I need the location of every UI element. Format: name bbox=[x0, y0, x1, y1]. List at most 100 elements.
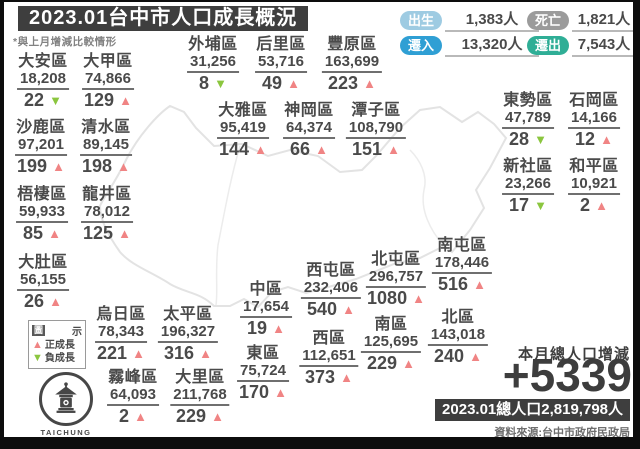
monthly-change-label: 本月總人口增減 bbox=[517, 346, 630, 363]
district-name: 大甲區 bbox=[83, 53, 133, 70]
logo-text: TAICHUNG bbox=[40, 428, 92, 437]
inner-boundary-east bbox=[409, 149, 445, 247]
district-card: 大肚區 56,155 26 ▲ bbox=[17, 254, 69, 312]
district-card: 龍井區 78,012 125 ▲ bbox=[81, 186, 133, 244]
district-change-row: 151 ▲ bbox=[346, 139, 406, 160]
district-change-row: 85 ▲ bbox=[16, 223, 68, 244]
district-change-row: 221 ▲ bbox=[95, 343, 147, 364]
change-triangle-icon: ▲ bbox=[117, 159, 130, 174]
district-population: 196,327 bbox=[157, 323, 219, 343]
district-card: 大里區 211,768 229 ▲ bbox=[170, 369, 230, 427]
change-triangle-icon: ▼ bbox=[534, 132, 547, 147]
move-out-badge: 遷出 bbox=[527, 36, 570, 55]
district-change-value: 151 bbox=[352, 139, 383, 159]
inner-boundary-west bbox=[215, 145, 241, 306]
district-card: 石岡區 14,166 12 ▲ bbox=[568, 92, 620, 150]
district-name: 外埔區 bbox=[188, 36, 238, 53]
district-card: 中區 17,654 19 ▲ bbox=[240, 281, 292, 339]
city-boundary-path bbox=[98, 104, 508, 309]
district-change-value: 144 bbox=[219, 139, 250, 159]
district-name: 神岡區 bbox=[284, 102, 334, 119]
district-name: 潭子區 bbox=[351, 102, 401, 119]
district-change-value: 229 bbox=[176, 406, 207, 426]
district-change-value: 199 bbox=[17, 156, 48, 176]
change-triangle-icon: ▲ bbox=[49, 294, 62, 309]
district-change-row: 229 ▲ bbox=[170, 406, 229, 427]
district-card: 西屯區 232,406 540 ▲ bbox=[300, 262, 362, 320]
district-change-row: 144 ▲ bbox=[217, 139, 269, 160]
change-triangle-icon: ▼ bbox=[49, 93, 62, 108]
change-triangle-icon: ▲ bbox=[402, 356, 415, 371]
district-population: 74,866 bbox=[82, 70, 134, 90]
change-triangle-icon: ▲ bbox=[340, 370, 353, 385]
district-change-row: 240 ▲ bbox=[428, 346, 488, 367]
change-triangle-icon: ▲ bbox=[342, 302, 355, 317]
district-population: 47,789 bbox=[502, 109, 554, 129]
change-triangle-icon: ▲ bbox=[600, 132, 613, 147]
district-name: 豐原區 bbox=[327, 36, 377, 53]
district-population: 112,651 bbox=[299, 347, 359, 367]
district-name: 霧峰區 bbox=[108, 369, 158, 386]
lantern-icon bbox=[55, 382, 77, 413]
district-population: 211,768 bbox=[170, 386, 230, 406]
total-population-bar: 2023.01總人口2,819,798人 bbox=[435, 399, 630, 421]
deaths-value: 1,821人 bbox=[572, 11, 633, 32]
district-population: 17,654 bbox=[240, 298, 292, 318]
district-change-value: 170 bbox=[239, 382, 270, 402]
change-triangle-icon: ▲ bbox=[134, 409, 147, 424]
stat-births: 出生 1,383人 bbox=[400, 11, 540, 32]
district-change-row: 49 ▲ bbox=[255, 73, 307, 94]
district-population: 75,724 bbox=[237, 362, 289, 382]
up-triangle-icon: ▲ bbox=[32, 339, 43, 351]
district-change-row: 229 ▲ bbox=[361, 353, 421, 374]
district-card: 潭子區 108,790 151 ▲ bbox=[345, 102, 407, 160]
change-triangle-icon: ▲ bbox=[52, 159, 65, 174]
district-change-value: 223 bbox=[328, 73, 359, 93]
district-change-row: 19 ▲ bbox=[240, 318, 292, 339]
district-change-value: 22 bbox=[24, 90, 45, 110]
district-change-value: 19 bbox=[247, 318, 268, 338]
change-triangle-icon: ▲ bbox=[254, 142, 267, 157]
change-triangle-icon: ▲ bbox=[287, 76, 300, 91]
district-card: 后里區 53,716 49 ▲ bbox=[255, 36, 307, 94]
district-name: 龍井區 bbox=[82, 186, 132, 203]
district-name: 后里區 bbox=[256, 36, 306, 53]
district-population: 143,018 bbox=[427, 326, 489, 346]
district-name: 大安區 bbox=[18, 53, 68, 70]
district-card: 烏日區 78,343 221 ▲ bbox=[95, 306, 147, 364]
monthly-change-value: +5339 bbox=[502, 349, 632, 401]
stat-move-in: 遷入 13,320人 bbox=[400, 36, 540, 57]
district-name: 烏日區 bbox=[96, 306, 146, 323]
legend-positive-row: ▲ 正成長 bbox=[32, 339, 82, 352]
change-triangle-icon: ▲ bbox=[272, 321, 285, 336]
district-population: 95,419 bbox=[217, 119, 269, 139]
change-triangle-icon: ▲ bbox=[132, 346, 145, 361]
change-triangle-icon: ▲ bbox=[473, 277, 486, 292]
district-population: 31,256 bbox=[187, 53, 239, 73]
district-name: 新社區 bbox=[503, 158, 553, 175]
district-change-value: 2 bbox=[580, 195, 591, 215]
district-name: 南區 bbox=[374, 316, 408, 333]
legend-chip: 圖 bbox=[32, 325, 46, 336]
district-change-value: 198 bbox=[82, 156, 113, 176]
change-triangle-icon: ▲ bbox=[199, 346, 212, 361]
district-name: 梧棲區 bbox=[17, 186, 67, 203]
district-card: 太平區 196,327 316 ▲ bbox=[157, 306, 219, 364]
change-triangle-icon: ▲ bbox=[274, 385, 287, 400]
district-population: 78,343 bbox=[95, 323, 147, 343]
district-name: 中區 bbox=[249, 281, 283, 298]
district-population: 78,012 bbox=[81, 203, 133, 223]
district-name: 太平區 bbox=[163, 306, 213, 323]
district-change-row: 199 ▲ bbox=[15, 156, 67, 177]
district-name: 大肚區 bbox=[18, 254, 68, 271]
district-change-value: 17 bbox=[509, 195, 530, 215]
district-name: 清水區 bbox=[81, 119, 131, 136]
down-triangle-icon: ▼ bbox=[32, 352, 43, 364]
district-card: 北屯區 296,757 1080 ▲ bbox=[365, 251, 427, 309]
district-card: 豐原區 163,699 223 ▲ bbox=[321, 36, 383, 94]
district-name: 石岡區 bbox=[569, 92, 619, 109]
district-card: 大甲區 74,866 129 ▲ bbox=[82, 53, 134, 111]
district-population: 232,406 bbox=[300, 279, 362, 299]
move-in-value: 13,320人 bbox=[445, 36, 540, 57]
change-triangle-icon: ▲ bbox=[469, 349, 482, 364]
